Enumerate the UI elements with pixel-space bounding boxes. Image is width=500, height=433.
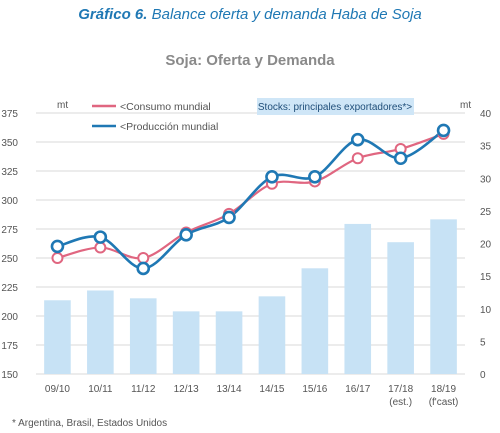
left-tick-label: 275 [1, 225, 18, 236]
x-tick-label: 17/18 [388, 384, 413, 395]
point-produccion [179, 228, 193, 242]
left-axis-unit: mt [57, 100, 68, 111]
point-consumo [137, 252, 150, 264]
figure-caption: Balance oferta y demanda Haba de Soja [151, 6, 422, 23]
point-consumo [94, 241, 107, 254]
left-tick-label: 325 [1, 167, 18, 178]
left-tick-label: 150 [1, 370, 18, 381]
point-produccion [436, 123, 451, 138]
legend-label-consumo: <Consumo mundial [120, 101, 211, 113]
x-tick-label: 09/10 [45, 384, 70, 395]
bar-stocks [344, 223, 372, 374]
point-produccion [265, 170, 279, 184]
left-tick-label: 300 [1, 196, 18, 207]
bar-stocks [87, 290, 114, 374]
chart-title: Soja: Oferta y Demanda [165, 52, 335, 69]
legend-box-stocks [257, 98, 414, 115]
point-consumo [351, 152, 364, 165]
point-produccion [136, 261, 151, 276]
left-tick-label: 375 [1, 109, 18, 120]
right-tick-label: 30 [480, 174, 492, 185]
right-tick-label: 15 [480, 272, 492, 283]
bar-stocks [215, 311, 243, 374]
x-tick-sublabel: (f'cast) [429, 397, 459, 408]
bar-stocks [129, 298, 157, 374]
x-tick-label: 12/13 [174, 384, 199, 395]
bar-stocks [258, 296, 286, 374]
bar-stocks [172, 311, 200, 374]
left-tick-label: 175 [1, 341, 18, 352]
left-tick-label: 350 [1, 138, 18, 149]
left-tick-label: 200 [1, 312, 18, 323]
point-produccion [93, 230, 108, 244]
point-consumo [51, 252, 64, 264]
point-produccion [50, 239, 65, 254]
x-tick-label: 18/19 [431, 384, 456, 395]
bar-stocks [430, 219, 457, 374]
bar-stocks [301, 268, 329, 374]
right-tick-label: 0 [480, 370, 486, 381]
right-tick-label: 10 [480, 305, 492, 316]
x-tick-label: 11/12 [131, 384, 156, 395]
x-tick-sublabel: (est.) [389, 397, 412, 408]
x-tick-label: 13/14 [217, 384, 242, 395]
figure-label: Gráfico 6. [78, 6, 148, 23]
bar-stocks [387, 242, 414, 374]
legend-label-produccion: <Producción mundial [120, 121, 218, 133]
point-produccion [350, 132, 365, 147]
left-tick-label: 250 [1, 254, 18, 265]
x-tick-label: 15/16 [302, 384, 327, 395]
right-axis-unit: mt [460, 100, 471, 111]
x-tick-label: 16/17 [345, 384, 370, 395]
line-produccion [57, 129, 445, 270]
right-tick-label: 5 [480, 337, 486, 348]
x-tick-label: 14/15 [259, 384, 284, 395]
point-produccion [393, 151, 408, 166]
left-tick-label: 225 [1, 283, 18, 294]
x-tick-label: 10/11 [88, 384, 113, 395]
point-produccion [308, 170, 322, 184]
right-tick-label: 40 [480, 109, 492, 120]
figure-title: Gráfico 6. Balance oferta y demanda Haba… [0, 6, 500, 23]
right-tick-label: 25 [480, 207, 492, 218]
footnote: * Argentina, Brasil, Estados Unidos [12, 418, 168, 429]
right-tick-label: 35 [480, 142, 492, 153]
legend-label-stocks: Stocks: principales exportadores*> [258, 102, 412, 113]
point-produccion [222, 210, 236, 225]
right-tick-label: 20 [480, 240, 492, 251]
bar-stocks [44, 300, 71, 374]
